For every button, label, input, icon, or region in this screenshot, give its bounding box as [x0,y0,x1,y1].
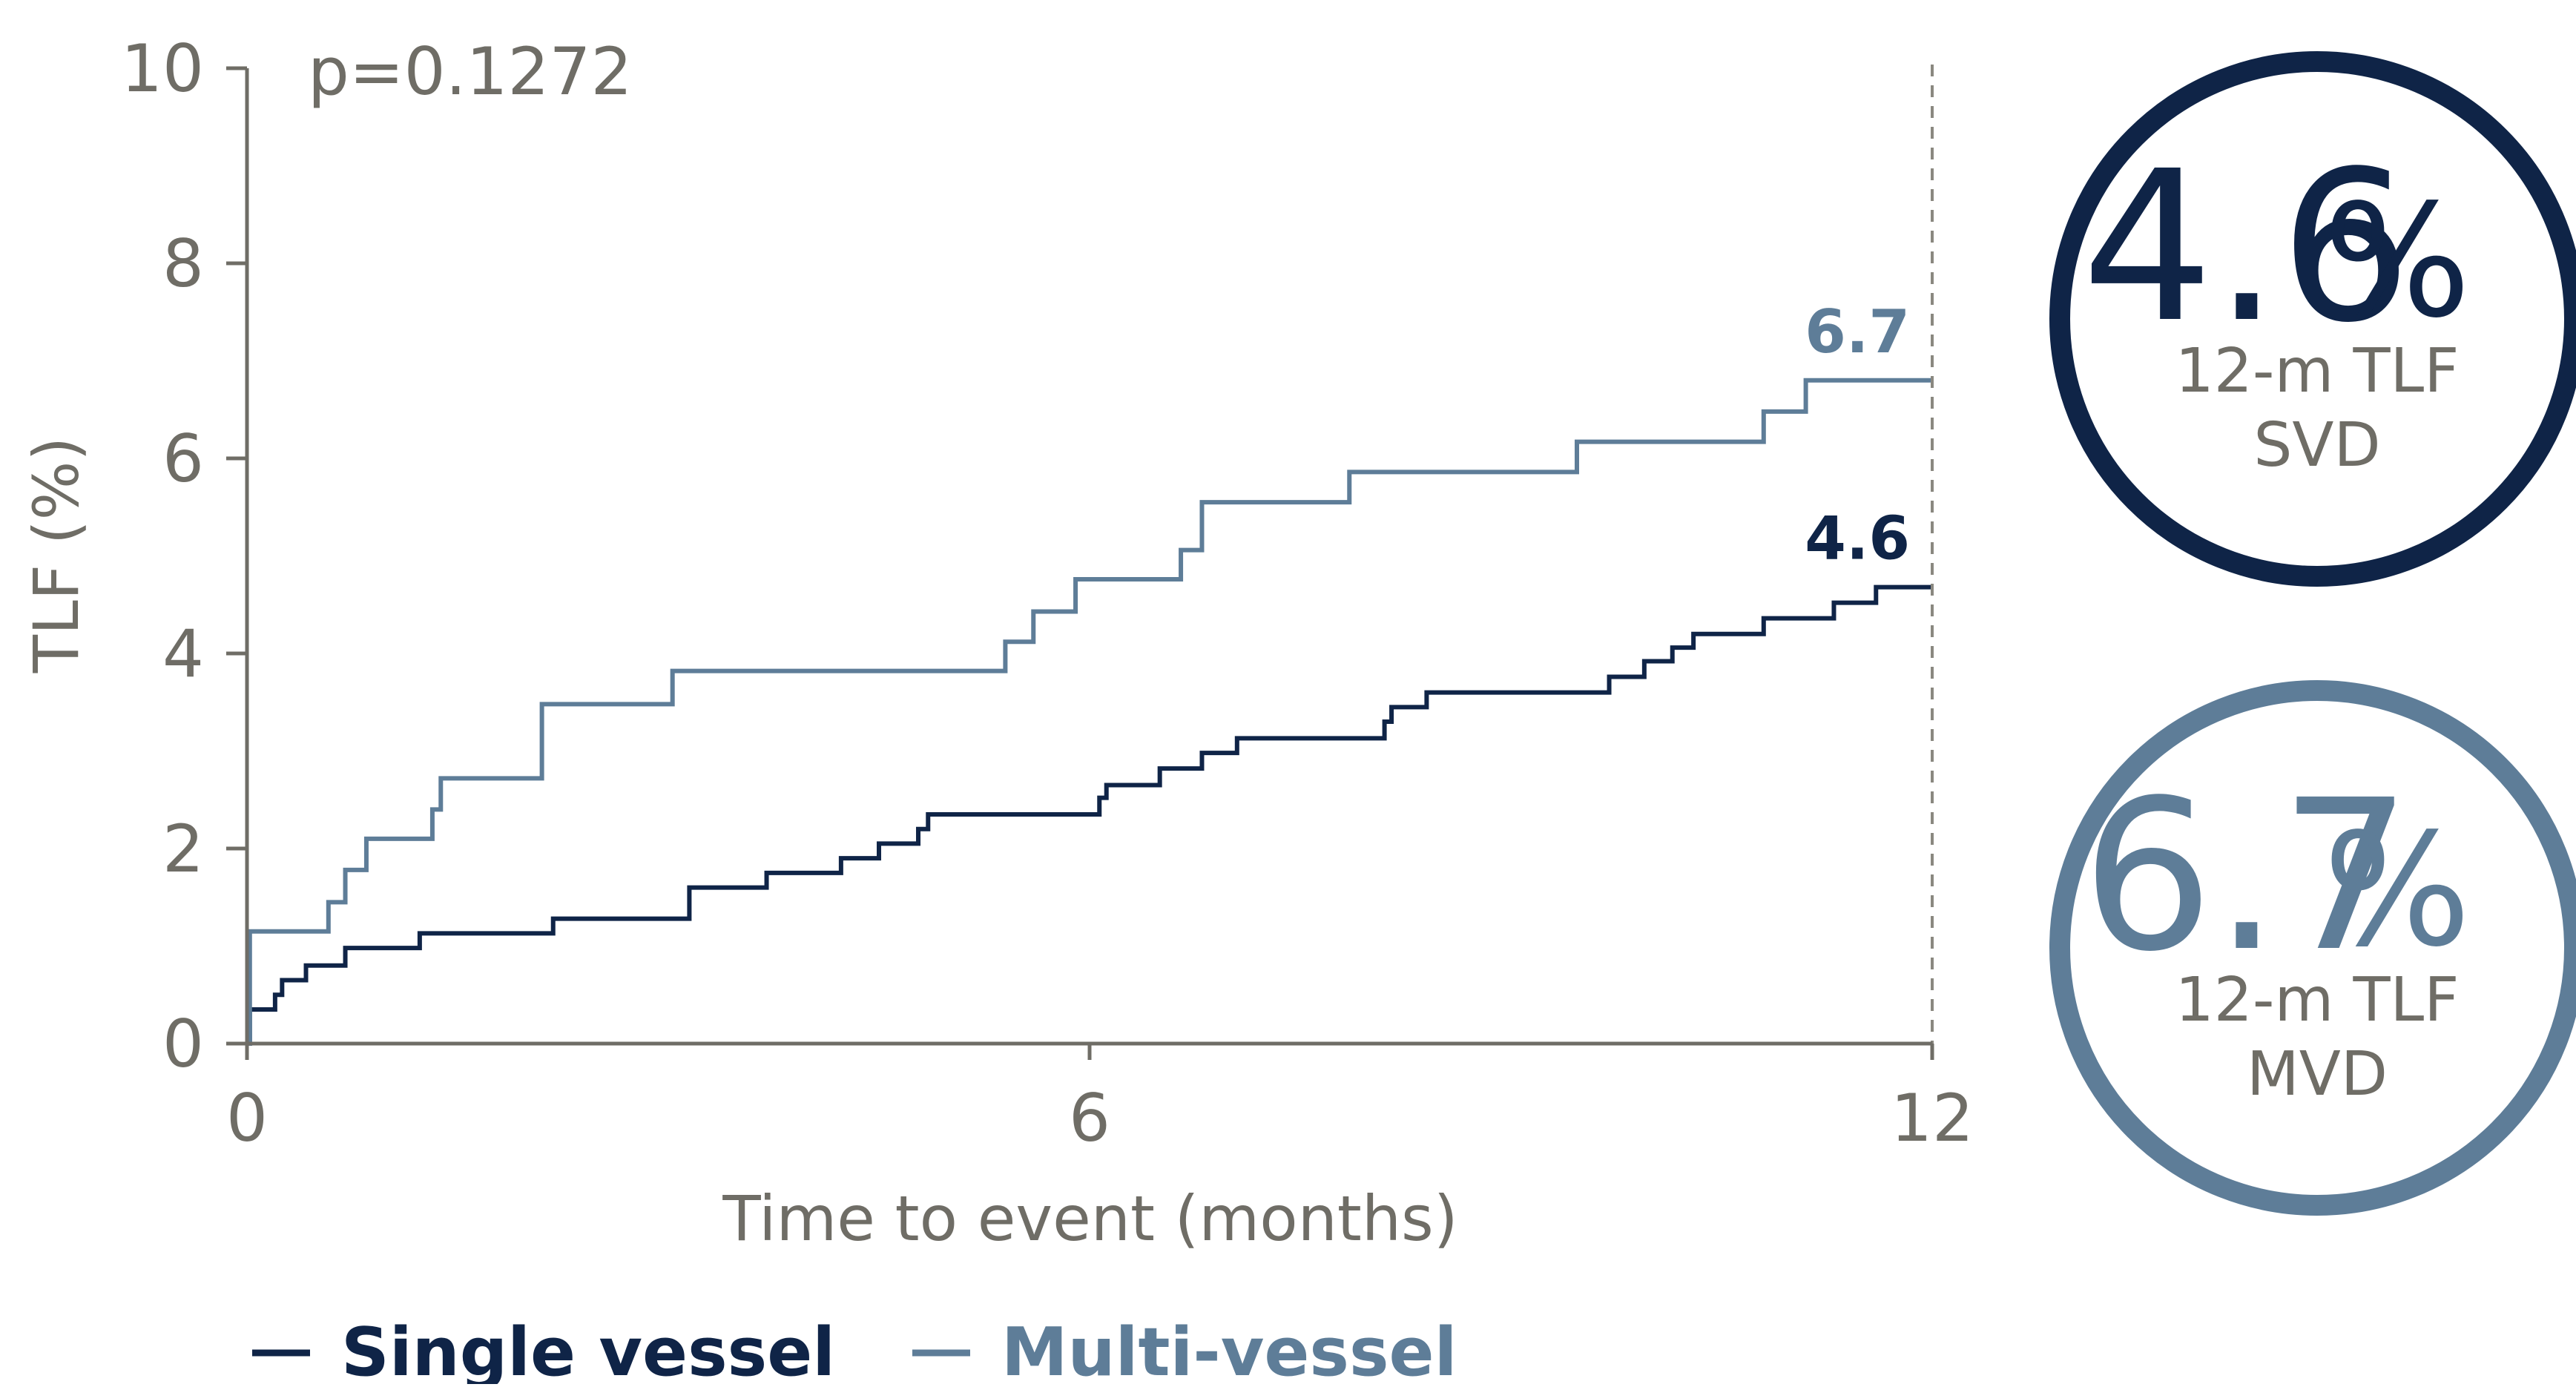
callout-group: SVD [2253,410,2380,481]
callout-ring [2049,51,2576,587]
y-axis-label: TLF (%) [20,437,93,674]
y-tick-label: 0 [162,1006,204,1082]
callout-value: 4.6 [2081,127,2411,369]
series-end-label: 6.7 [1805,297,1910,366]
x-tick-label: 0 [226,1080,268,1156]
x-tick-label: 12 [1891,1080,1974,1156]
x-tick-label: 6 [1069,1080,1110,1156]
series-end-label: 4.6 [1805,504,1910,573]
callout-group: MVD [2247,1039,2388,1110]
x-axis-label: Time to event (months) [722,1182,1457,1255]
callout-unit: % [2323,800,2471,981]
y-tick-label: 6 [162,421,204,497]
y-tick-label: 10 [121,30,204,107]
callout-label: 12-m TLF [2175,336,2460,406]
callout-ring [2049,680,2576,1216]
y-tick-label: 4 [162,616,204,692]
callout-label: 12-m TLF [2175,965,2460,1035]
series-line-single-vessel [247,584,1932,1046]
legend-label: Single vessel [341,1314,835,1384]
callout-value: 6.7 [2081,756,2411,998]
y-tick-label: 2 [162,811,204,887]
legend-label: Multi-vessel [1001,1314,1457,1384]
series-line-multi-vessel [247,378,1932,1046]
p-value-annotation: p=0.1272 [308,33,633,110]
y-tick-label: 8 [162,225,204,302]
callout-unit: % [2323,171,2471,352]
